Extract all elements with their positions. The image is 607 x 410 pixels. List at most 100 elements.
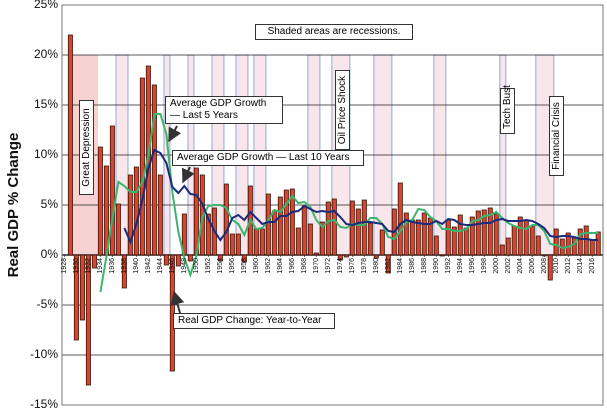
x-tick-label: 1938 xyxy=(121,258,128,274)
bar xyxy=(229,233,235,256)
y-tick-label: 20% xyxy=(34,47,58,61)
bar xyxy=(451,226,457,256)
y-tick-label: 15% xyxy=(34,97,58,111)
bar xyxy=(91,254,97,269)
bar xyxy=(505,237,511,256)
bar xyxy=(133,166,139,256)
x-tick-label: 2004 xyxy=(517,258,524,274)
bar xyxy=(553,228,559,256)
bar xyxy=(115,203,121,256)
x-tick-label: 1934 xyxy=(97,258,104,274)
average-line xyxy=(99,113,599,293)
bar xyxy=(295,227,301,256)
x-tick-label: 1962 xyxy=(265,258,272,274)
x-tick-label: 1984 xyxy=(397,258,404,274)
bar xyxy=(283,189,289,256)
bar xyxy=(589,239,595,256)
x-tick-label: 1958 xyxy=(241,258,248,274)
x-tick-label: 2000 xyxy=(493,258,500,274)
bar xyxy=(121,254,127,289)
arrow xyxy=(168,125,182,143)
x-tick-label: 1940 xyxy=(133,258,140,274)
x-tick-label: 1946 xyxy=(169,258,176,274)
bar xyxy=(469,216,475,256)
bar xyxy=(223,183,229,256)
bar xyxy=(157,174,163,256)
x-tick-label: 1950 xyxy=(193,258,200,274)
bar xyxy=(205,213,211,256)
bar xyxy=(355,208,361,256)
y-tick-label: -15% xyxy=(30,397,58,410)
average-line xyxy=(123,148,599,245)
x-tick-label: 1978 xyxy=(361,258,368,274)
bar xyxy=(577,228,583,256)
bar xyxy=(79,254,85,321)
y-tick-label: -5% xyxy=(37,297,59,311)
bar xyxy=(85,254,91,386)
bar xyxy=(265,193,271,256)
bar xyxy=(409,219,415,256)
bar xyxy=(349,200,355,256)
y-axis-title: Real GDP % Change xyxy=(5,133,22,278)
bar xyxy=(151,84,157,256)
bar xyxy=(325,201,331,256)
bar xyxy=(277,196,283,256)
bar xyxy=(127,174,133,256)
bar xyxy=(415,219,421,256)
x-tick-label: 1970 xyxy=(313,258,320,274)
bar xyxy=(463,227,469,256)
x-tick-label: 1932 xyxy=(85,258,92,274)
x-tick-label: 1982 xyxy=(385,258,392,274)
bar xyxy=(337,254,343,261)
x-tick-label: 2008 xyxy=(541,258,548,274)
arrow xyxy=(181,166,195,184)
bar xyxy=(547,254,553,281)
bar xyxy=(175,254,181,267)
bar xyxy=(529,225,535,256)
x-tick-label: 2014 xyxy=(577,258,584,274)
x-tick-label: 1986 xyxy=(409,258,416,274)
bar xyxy=(373,254,379,259)
bar xyxy=(217,254,223,262)
bar xyxy=(499,244,505,256)
bar xyxy=(511,225,517,256)
y-tick-label: 0% xyxy=(41,247,59,261)
bar xyxy=(475,210,481,256)
x-tick-label: 1974 xyxy=(337,258,344,274)
bar xyxy=(481,209,487,256)
x-tick-label: 1966 xyxy=(289,258,296,274)
bar xyxy=(367,222,373,256)
annotation: Tech Bust xyxy=(500,85,515,134)
x-tick-label: 1954 xyxy=(217,258,224,274)
bar xyxy=(331,198,337,256)
x-tick-label: 1942 xyxy=(145,258,152,274)
bar xyxy=(457,214,463,256)
bar xyxy=(403,212,409,256)
annotation: Great Depression xyxy=(79,100,94,195)
x-tick-label: 1960 xyxy=(253,258,260,274)
bar xyxy=(385,254,391,274)
bar xyxy=(109,125,115,256)
bar xyxy=(535,235,541,256)
y-tick-label: 10% xyxy=(34,147,58,161)
x-tick-label: 1944 xyxy=(157,258,164,274)
bar xyxy=(439,254,445,257)
bar xyxy=(301,205,307,256)
bar xyxy=(67,34,73,256)
bar xyxy=(73,254,79,341)
x-tick-label: 1972 xyxy=(325,258,332,274)
bar xyxy=(433,235,439,256)
bar xyxy=(241,254,247,263)
bar xyxy=(583,225,589,256)
x-tick-label: 1994 xyxy=(457,258,464,274)
bar xyxy=(517,216,523,256)
bar xyxy=(421,212,427,256)
x-tick-label: 2010 xyxy=(553,258,560,274)
bar xyxy=(163,254,169,266)
bar xyxy=(313,252,319,256)
x-tick-label: 1988 xyxy=(421,258,428,274)
x-tick-label: 1976 xyxy=(349,258,356,274)
bar xyxy=(97,146,103,256)
